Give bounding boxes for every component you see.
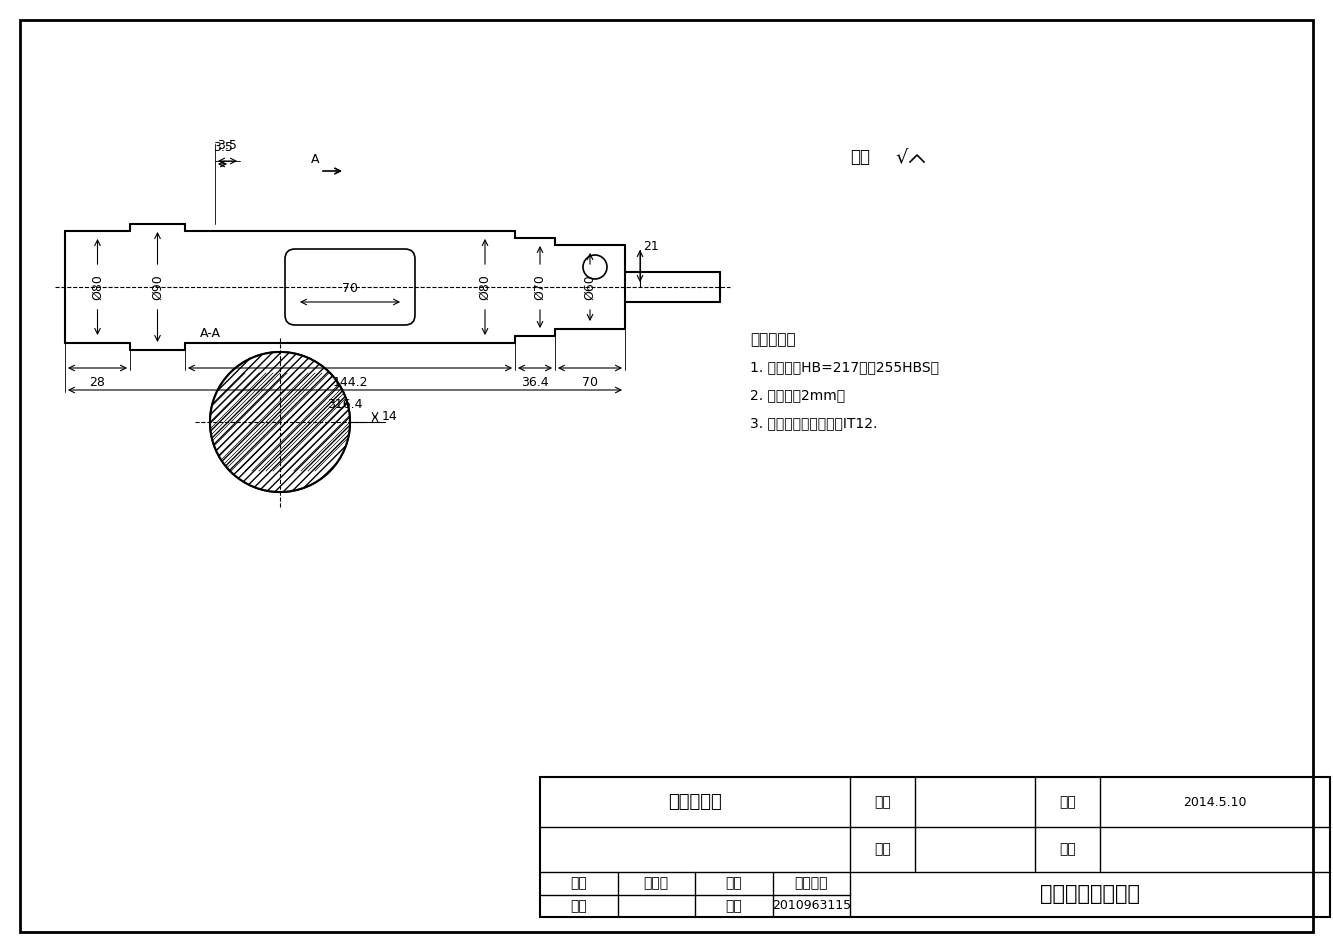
Text: A: A <box>311 153 319 166</box>
Text: 技术要求：: 技术要求： <box>750 332 796 347</box>
Text: 14: 14 <box>383 410 397 424</box>
Text: 316.4: 316.4 <box>327 398 363 411</box>
Text: 70: 70 <box>583 376 599 389</box>
Text: √: √ <box>894 147 908 166</box>
Text: 2. 圆角半径2mm；: 2. 圆角半径2mm； <box>750 388 845 402</box>
Text: 班级: 班级 <box>725 876 742 890</box>
Text: 姓名: 姓名 <box>571 876 587 890</box>
Text: 李成喆: 李成喆 <box>644 876 669 890</box>
Text: 学号: 学号 <box>725 899 742 913</box>
Text: 日期: 日期 <box>1060 795 1076 809</box>
Text: 36.4: 36.4 <box>521 376 549 389</box>
Text: 3.5: 3.5 <box>213 141 233 154</box>
Text: Ø60: Ø60 <box>584 274 596 300</box>
Text: 3. 未注尺寸偏差外精度IT12.: 3. 未注尺寸偏差外精度IT12. <box>750 416 877 430</box>
Circle shape <box>211 352 351 492</box>
Text: 21: 21 <box>643 240 659 253</box>
Text: Ø80: Ø80 <box>91 274 104 300</box>
Text: 材料: 材料 <box>874 843 890 857</box>
Text: 28: 28 <box>89 376 105 389</box>
Text: 2010963115: 2010963115 <box>772 900 850 912</box>
Text: Ø90: Ø90 <box>151 274 164 300</box>
Text: 湘潭大学兴湘学院: 湘潭大学兴湘学院 <box>1040 884 1140 904</box>
Bar <box>540 777 1330 917</box>
Text: Ø80: Ø80 <box>479 274 492 300</box>
Text: 比例: 比例 <box>874 795 890 809</box>
Text: 70: 70 <box>343 282 359 295</box>
Text: A-A: A-A <box>200 327 221 340</box>
Text: 后端拖轮轴: 后端拖轮轴 <box>668 793 722 811</box>
Text: 其余: 其余 <box>850 148 870 166</box>
Text: 2014.5.10: 2014.5.10 <box>1184 796 1246 808</box>
Text: Ø70: Ø70 <box>533 274 547 300</box>
Text: 成绩: 成绩 <box>1060 843 1076 857</box>
Text: 审核: 审核 <box>571 899 587 913</box>
Text: 3.5: 3.5 <box>217 139 237 152</box>
Text: 1. 调质处理HB=217－－255HBS；: 1. 调质处理HB=217－－255HBS； <box>750 360 938 374</box>
Text: 机械四班: 机械四班 <box>794 876 828 890</box>
Text: 144.2: 144.2 <box>332 376 368 389</box>
